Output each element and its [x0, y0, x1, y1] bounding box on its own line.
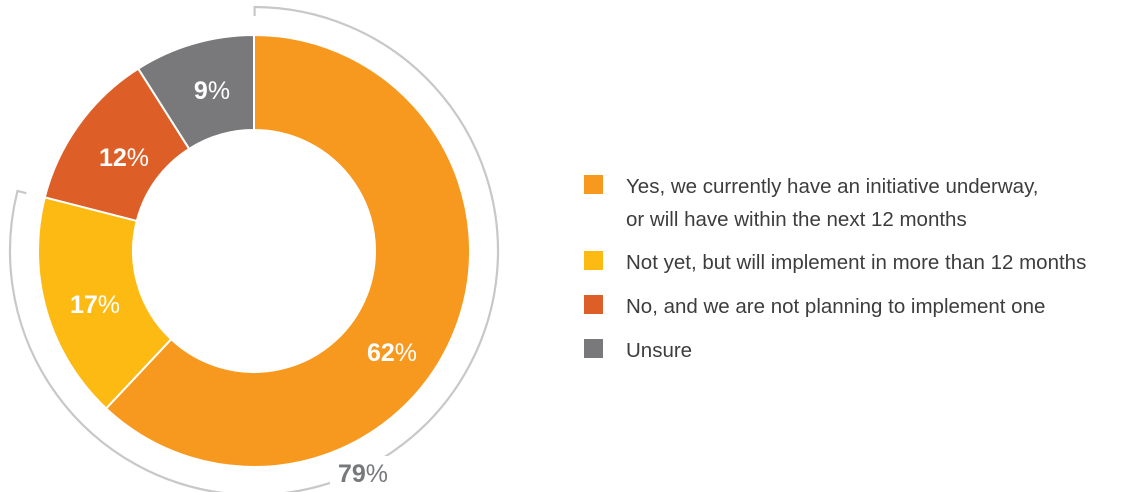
- legend-label: Yes, we currently have an initiative und…: [626, 175, 1039, 231]
- legend-item-yes-we-currently-have-an-initiative-unde: Yes, we currently have an initiative und…: [584, 170, 1139, 236]
- slice-value-label: 62%: [367, 339, 417, 367]
- slice-value-label: 17%: [70, 291, 120, 319]
- group-bracket-label: 79%: [338, 460, 388, 488]
- slice-unsure: [136, 33, 255, 151]
- slice-yes-we-currently-have-an-initiative-unde: [104, 33, 471, 468]
- legend-item-no-and-we-are-not-planning-to-implement-: No, and we are not planning to implement…: [584, 290, 1139, 324]
- slice-value-label: 12%: [99, 144, 149, 172]
- group-bracket-arc: [8, 5, 500, 492]
- legend-item-unsure: Unsure: [584, 334, 1139, 368]
- legend-label: No, and we are not planning to implement…: [626, 295, 1046, 318]
- legend-swatch: [584, 339, 603, 358]
- legend-label: Not yet, but will implement in more than…: [626, 251, 1087, 274]
- legend-swatch: [584, 295, 603, 314]
- slice-value-label: 9%: [194, 77, 230, 105]
- legend-swatch: [584, 251, 603, 270]
- legend-item-not-yet-but-will-implement-in-more-than-: Not yet, but will implement in more than…: [584, 246, 1139, 280]
- group-bracket-label-background: [330, 456, 398, 490]
- chart-legend: Yes, we currently have an initiative und…: [584, 170, 1139, 378]
- legend-label: Unsure: [626, 339, 693, 362]
- legend-swatch: [584, 175, 603, 194]
